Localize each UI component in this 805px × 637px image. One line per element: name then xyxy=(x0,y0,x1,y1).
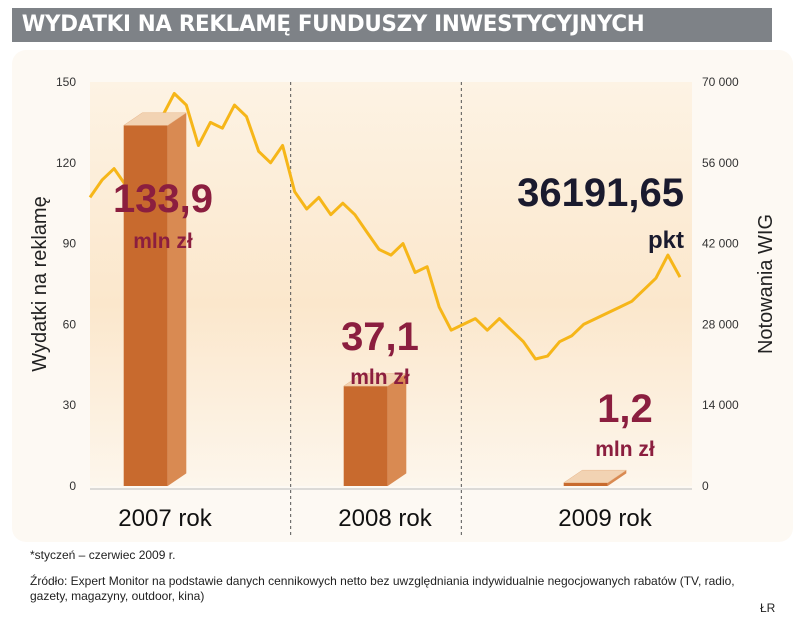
left-tick-label: 150 xyxy=(56,75,76,89)
left-tick-label: 60 xyxy=(63,317,77,331)
left-tick-label: 120 xyxy=(56,156,76,170)
left-tick-label: 0 xyxy=(69,479,76,493)
category-label: 2008 rok xyxy=(338,505,432,532)
bar-unit-label: mln zł xyxy=(133,230,193,253)
bar-side xyxy=(607,470,627,486)
right-tick-label: 0 xyxy=(702,479,709,493)
chart-svg: 0 30 60 90 120 150 0 14 000 28 000 42 000 56 000 70… xyxy=(29,75,777,538)
author-signature: ŁR xyxy=(760,601,776,615)
bar-top xyxy=(122,112,188,126)
right-axis-title: Notowania WIG xyxy=(755,214,777,354)
right-tick-label: 14 000 xyxy=(702,398,739,412)
right-tick-label: 28 000 xyxy=(702,317,739,331)
bar-value-label: 37,1 xyxy=(341,315,419,359)
bar-top xyxy=(342,373,408,387)
bar-side xyxy=(167,112,187,486)
category-label: 2009 rok xyxy=(558,505,652,532)
bar-front xyxy=(123,125,168,486)
wig-value-label: 36191,65 xyxy=(517,171,684,215)
wig-line xyxy=(88,92,682,361)
chart-panel: 0 30 60 90 120 150 0 14 000 28 000 42 000 56 000 70… xyxy=(12,50,793,542)
bar-value-label: 1,2 xyxy=(597,387,653,431)
left-axis-title: Wydatki na reklamę xyxy=(29,196,51,371)
bar-side xyxy=(387,373,407,486)
footnote: *styczeń – czerwiec 2009 r. xyxy=(30,548,176,562)
bar-unit-label: mln zł xyxy=(350,366,410,389)
bar-front xyxy=(563,482,608,486)
left-tick-label: 90 xyxy=(63,237,77,251)
wig-unit-label: pkt xyxy=(648,227,684,254)
bar-unit-label: mln zł xyxy=(595,438,655,461)
source-note: Źródło: Expert Monitor na podstawie dany… xyxy=(30,574,735,603)
bar-value-label: 133,9 xyxy=(113,177,213,221)
left-tick-label: 30 xyxy=(63,398,77,412)
bar-top xyxy=(562,469,628,484)
right-tick-label: 70 000 xyxy=(702,75,739,89)
bar-front xyxy=(343,386,388,486)
category-label: 2007 rok xyxy=(118,505,212,532)
chart-title: WYDATKI NA REKLAMĘ FUNDUSZY INWESTYCYJNY… xyxy=(12,8,772,42)
right-tick-label: 42 000 xyxy=(702,237,739,251)
right-tick-label: 56 000 xyxy=(702,156,739,170)
